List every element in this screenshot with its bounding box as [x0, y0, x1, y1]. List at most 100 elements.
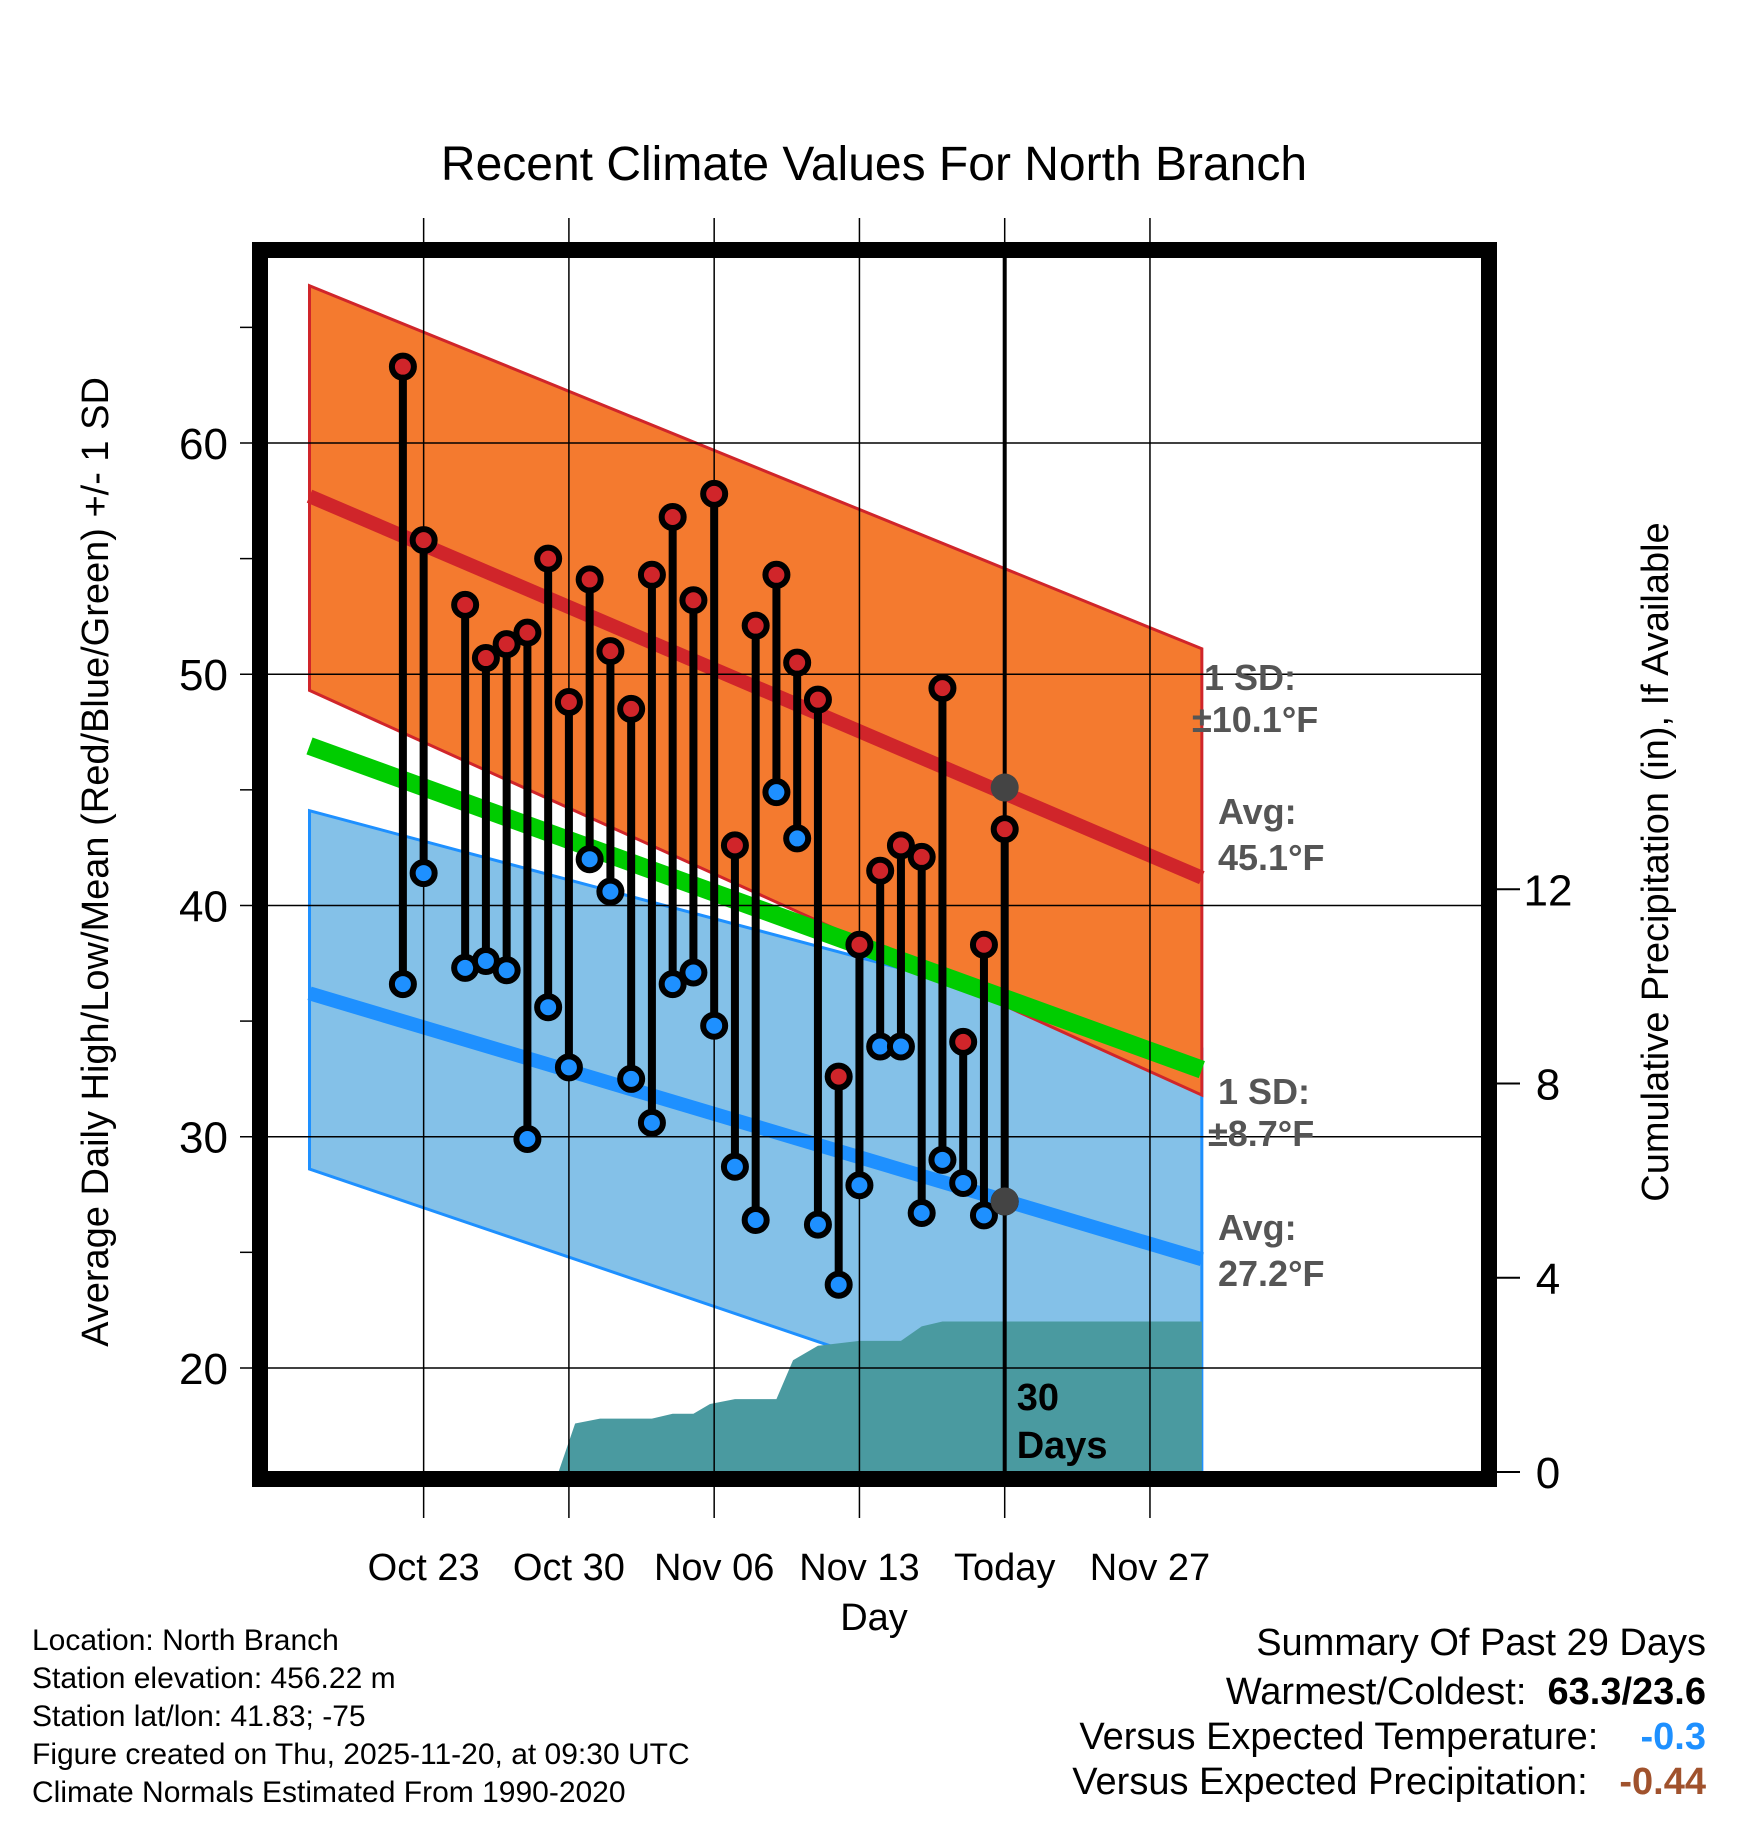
daily-high-point [679, 586, 708, 615]
daily-high-point [617, 694, 646, 723]
y-axis-label-right: Cumulative Precipitation (in), If Availa… [1635, 522, 1677, 1201]
warmest-value: 63.3/23.6 [1547, 1671, 1706, 1713]
plot-frame [252, 242, 1497, 1487]
chart-title: Recent Climate Values For North Branch [441, 138, 1307, 191]
daily-high-point [471, 644, 500, 673]
y-right-tick-label: 8 [1536, 1061, 1560, 1110]
daily-low-point [658, 970, 687, 999]
daily-high-point [949, 1027, 978, 1056]
summary-heading: Summary Of Past 29 Days [1256, 1622, 1706, 1664]
y-tick-label: 30 [179, 1114, 228, 1163]
daily-low-point [554, 1053, 583, 1082]
temp-diff-label: Versus Expected Temperature: [1079, 1716, 1599, 1758]
summary-block: Summary Of Past 29 Days Warmest/Coldest:… [1072, 1622, 1706, 1804]
daily-high-point [451, 590, 480, 619]
created-text: Figure created on Thu, 2025-11-20, at 09… [32, 1738, 690, 1771]
y-tick-label: 40 [179, 882, 228, 931]
daily-high-point [824, 1062, 853, 1091]
precip-area [558, 1321, 1202, 1472]
annotation-text: 45.1°F [1218, 837, 1324, 878]
daily-high-point [409, 526, 438, 555]
daily-high-point [534, 544, 563, 573]
daily-low-point [824, 1270, 853, 1299]
latlon-text: Station lat/lon: 41.83; -75 [32, 1700, 366, 1733]
daily-high-point [658, 502, 687, 531]
daily-low-point [700, 1011, 729, 1040]
daily-low-point [409, 859, 438, 888]
x-tick-label: Nov 27 [1090, 1547, 1210, 1589]
annotation-text: 1 SD: [1204, 657, 1296, 698]
x-tick-label: Nov 13 [799, 1547, 919, 1589]
daily-low-point [513, 1125, 542, 1154]
daily-high-point [803, 685, 832, 714]
daily-high-point [990, 815, 1019, 844]
station-info: Location: North Branch Station elevation… [32, 1622, 690, 1812]
daily-low-point [741, 1205, 770, 1234]
daily-high-point [596, 637, 625, 666]
annotation-text: ±10.1°F [1192, 699, 1318, 740]
elevation-text: Station elevation: 456.22 m [32, 1662, 396, 1695]
daily-low-point [679, 958, 708, 987]
daily-low-point [534, 993, 563, 1022]
y-axis-label: Average Daily High/Low/Mean (Red/Blue/Gr… [75, 377, 117, 1347]
daily-high-point [700, 479, 729, 508]
x-axis-label: Day [840, 1597, 908, 1639]
daily-high-point [492, 630, 521, 659]
daily-low-point [617, 1064, 646, 1093]
y-tick-label: 20 [179, 1345, 228, 1394]
daily-low-point [886, 1032, 915, 1061]
normals-text: Climate Normals Estimated From 1990-2020 [32, 1776, 626, 1809]
location-text: Location: North Branch [32, 1624, 339, 1657]
daily-high-point [762, 560, 791, 589]
temp-diff-value: -0.3 [1640, 1716, 1706, 1758]
daily-low-point [845, 1171, 874, 1200]
precip-diff-value: -0.44 [1619, 1761, 1706, 1803]
today-days-label: Days [1017, 1425, 1108, 1467]
daily-low-point [388, 970, 417, 999]
annotation-text: 27.2°F [1218, 1253, 1324, 1294]
daily-low-point [949, 1168, 978, 1197]
daily-low-point [928, 1145, 957, 1174]
daily-high-point [928, 674, 957, 703]
daily-high-point [969, 930, 998, 959]
daily-low-point [762, 778, 791, 807]
daily-high-point [783, 648, 812, 677]
precip-diff-label: Versus Expected Precipitation: [1072, 1761, 1588, 1803]
annotation-text: Avg: [1218, 1207, 1297, 1248]
y-tick-label: 60 [179, 420, 228, 469]
daily-high-point [388, 352, 417, 381]
warmest-label: Warmest/Coldest: [1225, 1671, 1527, 1713]
annotation-text: ±8.7°F [1208, 1113, 1314, 1154]
today-low-avg-marker [990, 1187, 1019, 1216]
daily-low-point [637, 1108, 666, 1137]
daily-high-point [886, 831, 915, 860]
daily-low-point [783, 824, 812, 853]
today-days-label: 30 [1017, 1377, 1059, 1419]
daily-low-point [969, 1201, 998, 1230]
y-right-tick-label: 4 [1536, 1255, 1560, 1304]
daily-low-point [596, 877, 625, 906]
daily-high-point [907, 842, 936, 871]
daily-high-point [866, 856, 895, 885]
daily-high-point [741, 611, 770, 640]
x-tick-label: Oct 30 [513, 1547, 625, 1589]
annotation-text: Avg: [1218, 791, 1297, 832]
daily-high-point [637, 560, 666, 589]
x-tick-label: Oct 23 [368, 1547, 480, 1589]
daily-low-point [720, 1152, 749, 1181]
daily-low-point [492, 956, 521, 985]
daily-low-point [907, 1199, 936, 1228]
x-tick-label: Today [954, 1547, 1055, 1589]
annotation-text: 1 SD: [1218, 1071, 1310, 1112]
y-right-tick-label: 12 [1524, 866, 1573, 915]
y-right-tick-label: 0 [1536, 1449, 1560, 1498]
daily-high-point [554, 687, 583, 716]
today-high-avg-marker [990, 773, 1019, 802]
daily-high-point [720, 831, 749, 860]
y-tick-label: 50 [179, 651, 228, 700]
daily-high-point [575, 565, 604, 594]
daily-low-point [575, 845, 604, 874]
x-tick-label: Nov 06 [654, 1547, 774, 1589]
daily-low-point [803, 1210, 832, 1239]
